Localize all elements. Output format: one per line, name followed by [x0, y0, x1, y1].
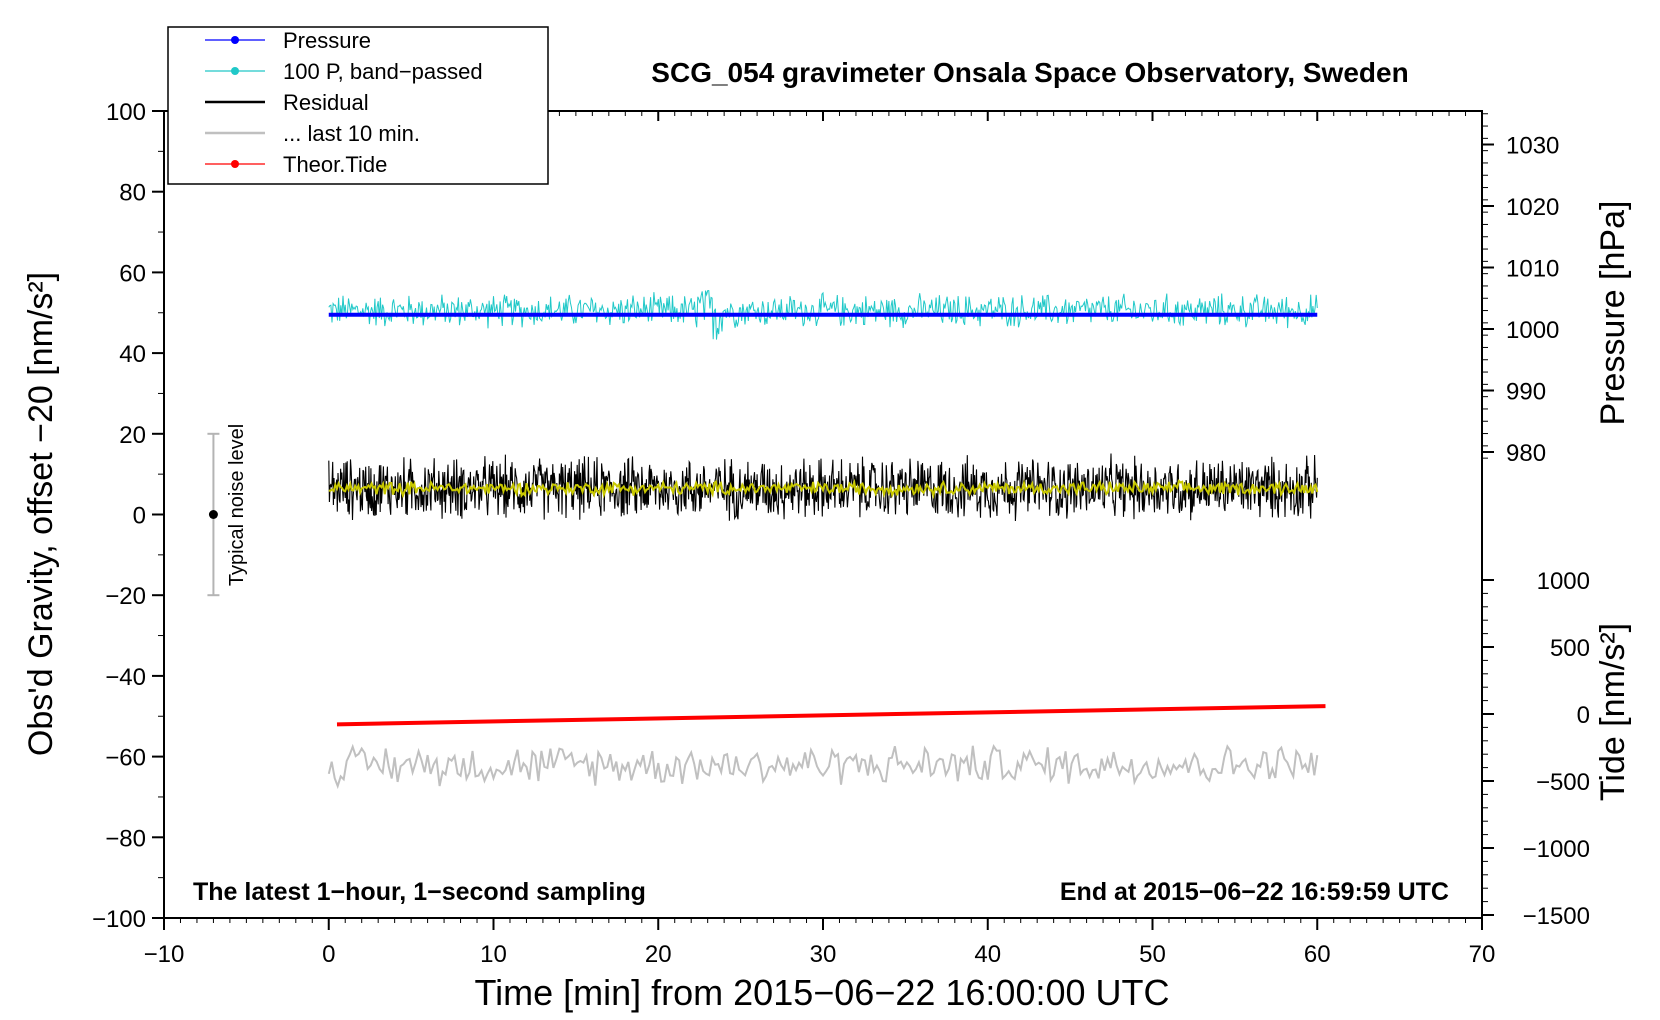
x-axis-ticks: −10 0 10 20 30 40 50 60 70	[144, 111, 1496, 968]
x-tick-label: 10	[480, 941, 507, 968]
tide-tick-label: 500	[1550, 635, 1590, 662]
x-tick-label: 30	[810, 941, 837, 968]
noise-bar-center-dot	[208, 510, 218, 519]
y-tick-label: 20	[119, 422, 146, 449]
y-tick-label: −60	[105, 745, 146, 772]
legend-marker	[231, 36, 239, 44]
x-axis-label: Time [min] from 2015−06−22 16:00:00 UTC	[474, 972, 1169, 1013]
legend-label: Theor.Tide	[283, 152, 387, 177]
tide-tick-label: 1000	[1537, 568, 1590, 595]
series-residual-smoothed	[328, 478, 1319, 500]
x-tick-label: −10	[144, 941, 185, 968]
noise-bar-label: Typical noise level	[226, 424, 248, 586]
tide-axis-label: Tide [nm/s²]	[1594, 623, 1632, 801]
tide-axis-ticks: 1000 500 0 −500 −1000 −1500	[1482, 568, 1590, 930]
y-tick-label: −20	[105, 583, 146, 610]
legend-label: 100 P, band−passed	[283, 59, 483, 84]
x-tick-label: 50	[1139, 941, 1166, 968]
series-last-10-min	[327, 743, 1319, 790]
series-theoretical-tide	[336, 704, 1326, 727]
plot-frame	[163, 110, 1483, 919]
pressure-tick-label: 1030	[1506, 133, 1559, 160]
x-tick-label: 0	[322, 941, 335, 968]
pressure-tick-label: 1000	[1506, 317, 1559, 344]
chart-title: SCG_054 gravimeter Onsala Space Observat…	[651, 57, 1408, 88]
legend-label: ... last 10 min.	[283, 121, 420, 146]
y-axis-ticks: 100 80 60 40 20 0 −20 −40 −60 −80 −100	[92, 99, 164, 933]
annotation-left: The latest 1−hour, 1−second sampling	[193, 878, 646, 906]
pressure-tick-label: 1010	[1506, 256, 1559, 283]
y-tick-label: −40	[105, 664, 146, 691]
y-tick-label: 40	[119, 341, 146, 368]
pressure-axis-ticks: 1030 1020 1010 1000 990 980	[1482, 113, 1559, 467]
y-tick-label: 80	[119, 180, 146, 207]
pressure-tick-label: 980	[1506, 440, 1546, 467]
x-tick-label: 20	[645, 941, 672, 968]
pressure-tick-label: 1020	[1506, 194, 1559, 221]
tide-tick-label: −500	[1536, 769, 1590, 796]
pressure-axis-label: Pressure [hPa]	[1594, 201, 1632, 426]
legend-box	[167, 26, 549, 185]
x-tick-label: 60	[1304, 941, 1331, 968]
y-tick-label: 100	[106, 99, 146, 126]
legend: Pressure 100 P, band−passed Residual ... la…	[167, 26, 549, 185]
series-bandpassed-pressure	[328, 290, 1318, 340]
tide-tick-label: −1000	[1523, 836, 1590, 863]
series-group	[327, 290, 1326, 790]
series-residual	[328, 453, 1318, 522]
tide-tick-label: 0	[1577, 702, 1590, 729]
y-tick-label: 0	[133, 503, 146, 530]
y-tick-label: −100	[92, 906, 146, 933]
annotation-right: End at 2015−06−22 16:59:59 UTC	[1060, 878, 1449, 906]
legend-label: Pressure	[283, 28, 371, 53]
legend-label: Residual	[283, 90, 369, 115]
y-tick-label: −80	[105, 825, 146, 852]
pressure-tick-label: 990	[1506, 379, 1546, 406]
x-tick-label: 40	[974, 941, 1001, 968]
legend-marker	[231, 67, 239, 75]
x-tick-label: 70	[1469, 941, 1496, 968]
y-axis-label: Obs'd Gravity, offset −20 [nm/s²]	[22, 272, 60, 756]
noise-bar	[207, 432, 220, 597]
legend-marker	[231, 160, 239, 168]
y-tick-label: 60	[119, 260, 146, 287]
tide-tick-label: −1500	[1523, 903, 1590, 930]
